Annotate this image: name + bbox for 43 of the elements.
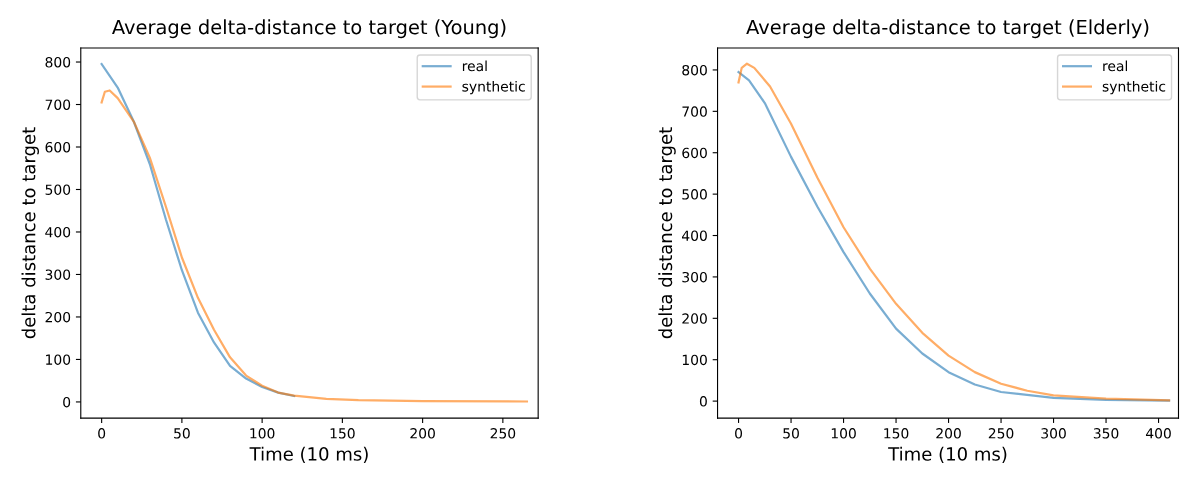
x-axis-title: Time (10 ms)	[888, 446, 1007, 463]
x-tick-label: 300	[1041, 428, 1066, 439]
y-tick-label: 700	[45, 99, 71, 110]
x-tick-label: 250	[490, 428, 516, 439]
chart-title: Average delta-distance to target (Elderly)	[746, 19, 1149, 39]
legend-label: real	[462, 60, 487, 72]
y-tick-label: 700	[682, 106, 707, 117]
y-tick-label: 500	[682, 189, 707, 200]
x-tick-label: 350	[1093, 428, 1119, 439]
y-tick-label: 200	[682, 313, 707, 324]
y-tick-label: 0	[699, 396, 707, 407]
y-axis-title: delta distance to target	[21, 127, 39, 339]
legend-label: synthetic	[1102, 80, 1166, 95]
x-tick-label: 400	[1145, 428, 1171, 439]
legend-label: real	[1103, 60, 1128, 72]
y-tick-label: 0	[63, 396, 71, 408]
chart-title: Average delta-distance to target (Young)	[112, 19, 506, 39]
x-tick-label: 200	[936, 428, 961, 439]
y-tick-label: 300	[45, 269, 71, 280]
x-tick-label: 100	[250, 428, 275, 439]
y-tick-label: 100	[46, 354, 71, 365]
x-axis-title: Time (10 ms)	[249, 446, 368, 463]
x-tick-label: 200	[410, 428, 435, 439]
x-tick-label: 50	[783, 428, 799, 439]
y-tick-label: 500	[45, 184, 71, 195]
legend-label: synthetic	[462, 80, 525, 95]
y-tick-label: 400	[45, 226, 71, 238]
x-tick-label: 100	[831, 428, 856, 439]
y-tick-label: 200	[45, 311, 71, 323]
x-tick-label: 0	[735, 428, 743, 439]
x-tick-label: 150	[884, 428, 909, 439]
x-tick-label: 0	[98, 428, 106, 439]
y-axis-title: delta distance to target	[658, 127, 676, 339]
y-tick-label: 600	[45, 141, 71, 153]
y-tick-label: 300	[682, 271, 707, 283]
x-tick-label: 50	[174, 428, 190, 439]
y-tick-label: 800	[45, 56, 71, 68]
y-tick-label: 100	[682, 354, 707, 366]
x-tick-label: 250	[988, 428, 1014, 439]
y-tick-label: 600	[682, 147, 707, 159]
y-tick-label: 400	[682, 230, 707, 241]
y-tick-label: 800	[682, 64, 707, 76]
x-tick-label: 150	[330, 428, 355, 439]
